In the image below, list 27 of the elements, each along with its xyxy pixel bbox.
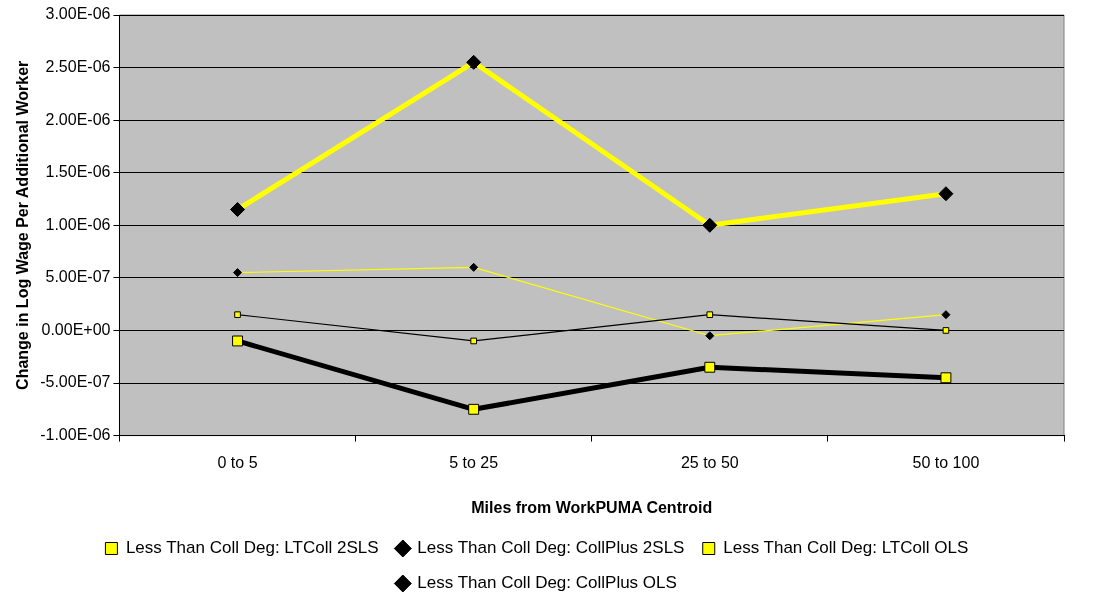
legend-label: Less Than Coll Deg: CollPlus OLS <box>417 573 677 593</box>
legend-label: Less Than Coll Deg: LTColl 2SLS <box>125 538 379 558</box>
y-tick-label: 2.00E-06 <box>45 110 111 128</box>
y-tick-label: 1.50E-06 <box>45 163 111 181</box>
legend-label: Less Than Coll Deg: LTColl OLS <box>723 538 969 558</box>
point <box>940 372 952 384</box>
y-tick-label: -1.00E-06 <box>40 426 111 444</box>
y-tick-label: 2.50E-06 <box>45 57 111 75</box>
x-tick-label: 0 to 5 <box>217 453 258 471</box>
y-axis-title: Change in Log Wage Per Additional Worker <box>14 60 32 390</box>
x-tick-label: 25 to 50 <box>680 453 739 471</box>
legend-label: Less Than Coll Deg: CollPlus 2SLS <box>417 538 685 558</box>
y-tick-label: 3.00E-06 <box>45 5 111 23</box>
x-tick-label: 5 to 25 <box>449 453 499 471</box>
point <box>234 311 241 319</box>
point <box>470 337 477 345</box>
point <box>706 311 714 319</box>
x-axis-title: Miles from WorkPUMA Centroid <box>471 498 713 516</box>
y-tick-label: -5.00E-07 <box>40 373 111 391</box>
x-tick-label: 50 to 100 <box>912 453 980 471</box>
y-tick-label: 5.00E-07 <box>45 268 111 286</box>
point <box>942 327 950 334</box>
y-tick-label: 1.00E-06 <box>45 215 111 233</box>
point <box>468 403 480 415</box>
point <box>232 335 243 347</box>
y-tick-label: 0.00E+00 <box>41 320 111 338</box>
point <box>704 361 716 373</box>
